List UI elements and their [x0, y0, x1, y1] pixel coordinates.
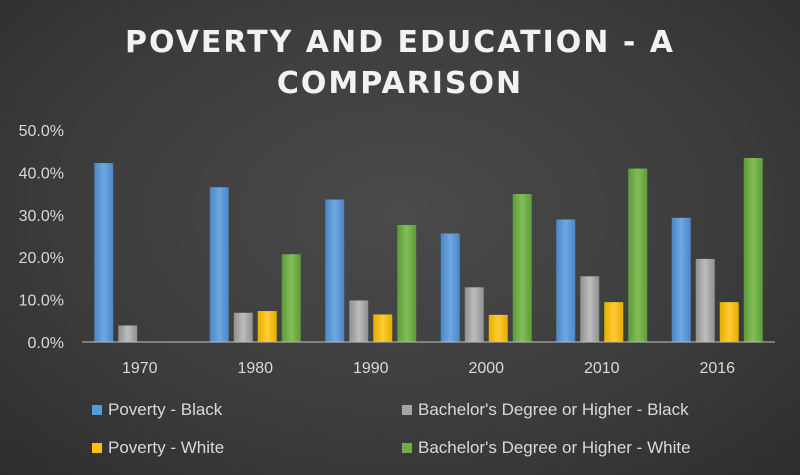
bar-2010-series-4 [628, 168, 648, 342]
legend-swatch [92, 443, 102, 453]
y-axis: 0.0% 10.0% 20.0% 30.0% 40.0% 50.0% [19, 123, 64, 352]
x-tick-label: 1980 [237, 360, 273, 377]
bar-2000-series-3 [488, 314, 508, 342]
x-axis: 1970 1980 1990 2000 2010 2016 [122, 360, 735, 377]
chart-title-line-1: POVERTY AND EDUCATION - A [125, 25, 675, 60]
bar-1970-series-1 [94, 163, 114, 342]
x-tick-label: 2000 [468, 360, 504, 377]
legend-swatch [402, 405, 412, 415]
x-tick-label: 2010 [584, 360, 620, 377]
bar-1980-series-2 [233, 312, 253, 342]
bars [94, 157, 763, 342]
bar-1990-series-3 [373, 314, 393, 342]
bar-2016-series-1 [671, 217, 691, 342]
x-tick-label: 2016 [699, 360, 735, 377]
bar-2010-series-1 [556, 219, 576, 342]
y-tick-label: 10.0% [19, 293, 64, 310]
y-tick-label: 50.0% [19, 123, 64, 140]
bar-2000-series-1 [440, 233, 460, 342]
x-tick-label: 1990 [353, 360, 389, 377]
legend-swatch [92, 405, 102, 415]
legend-label: Poverty - White [108, 438, 224, 457]
y-tick-label: 20.0% [19, 250, 64, 267]
bar-2000-series-2 [464, 287, 484, 342]
bar-1990-series-4 [397, 224, 417, 342]
bar-2016-series-3 [719, 302, 739, 342]
bar-2016-series-2 [695, 258, 715, 342]
legend-label: Bachelor's Degree or Higher - White [418, 438, 691, 457]
y-tick-label: 30.0% [19, 208, 64, 225]
bar-1970-series-2 [118, 325, 138, 342]
x-tick-label: 1970 [122, 360, 158, 377]
bar-1980-series-4 [281, 254, 301, 342]
y-tick-label: 0.0% [28, 335, 64, 352]
bar-1990-series-1 [325, 199, 345, 342]
legend-swatch [402, 443, 412, 453]
chart-title-line-2: COMPARISON [277, 66, 523, 101]
bar-1980-series-1 [209, 187, 229, 342]
bar-2010-series-3 [604, 302, 624, 342]
bar-1990-series-2 [349, 300, 369, 342]
legend-label: Poverty - Black [108, 400, 223, 419]
bar-2010-series-2 [580, 276, 600, 342]
y-tick-label: 40.0% [19, 165, 64, 182]
bar-2000-series-4 [512, 194, 532, 342]
legend: Poverty - Black Bachelor's Degree or High… [92, 400, 691, 457]
legend-label: Bachelor's Degree or Higher - Black [418, 400, 689, 419]
bar-1980-series-3 [257, 311, 277, 342]
bar-2016-series-4 [743, 157, 763, 342]
